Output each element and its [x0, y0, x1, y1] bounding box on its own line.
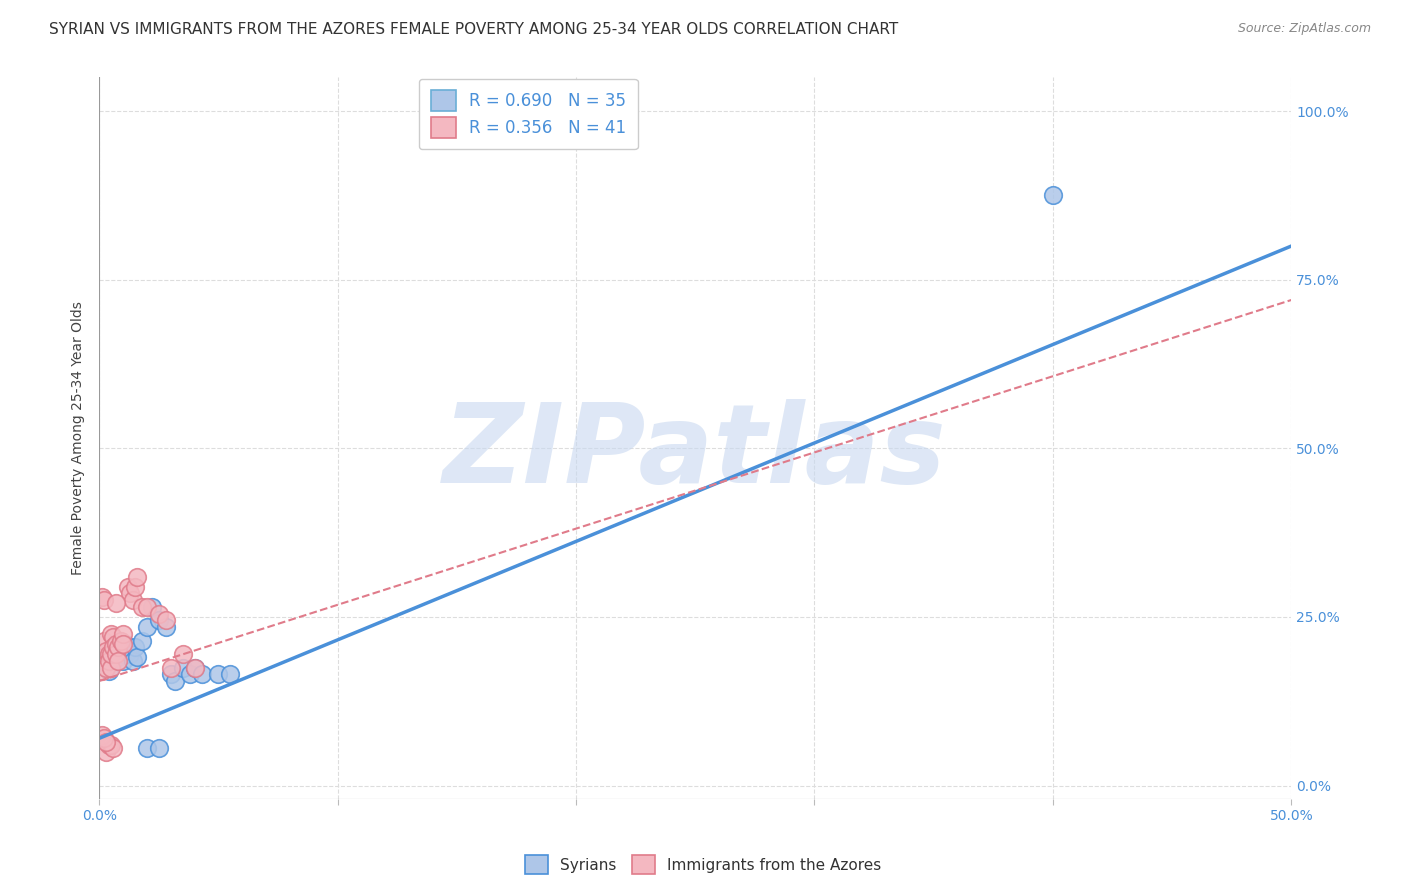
Point: [107, 654, 129, 668]
Point: [219, 667, 242, 681]
Point: [97, 654, 120, 668]
Y-axis label: Female Poverty Among 25-34 Year Olds: Female Poverty Among 25-34 Year Olds: [72, 301, 86, 575]
Point: [121, 593, 143, 607]
Point: [104, 637, 127, 651]
Point: [159, 667, 181, 681]
Point: [165, 673, 187, 688]
Point: [96, 660, 118, 674]
Point: [1042, 188, 1064, 202]
Point: [104, 597, 127, 611]
Point: [117, 580, 139, 594]
Legend: R = 0.690   N = 35, R = 0.356   N = 41: R = 0.690 N = 35, R = 0.356 N = 41: [419, 78, 638, 149]
Point: [135, 741, 157, 756]
Point: [97, 647, 120, 661]
Point: [93, 633, 115, 648]
Point: [103, 647, 125, 661]
Point: [100, 643, 122, 657]
Point: [117, 643, 139, 657]
Point: [97, 664, 120, 678]
Point: [155, 613, 177, 627]
Point: [104, 650, 127, 665]
Point: [172, 660, 194, 674]
Point: [107, 650, 129, 665]
Point: [135, 620, 157, 634]
Point: [90, 590, 112, 604]
Point: [100, 627, 122, 641]
Point: [183, 660, 205, 674]
Point: [183, 660, 205, 674]
Point: [135, 599, 157, 614]
Point: [107, 640, 129, 655]
Point: [100, 738, 122, 752]
Point: [159, 660, 181, 674]
Point: [104, 647, 127, 661]
Point: [114, 637, 136, 651]
Point: [127, 569, 149, 583]
Point: [96, 660, 118, 674]
Point: [148, 741, 170, 756]
Point: [93, 731, 115, 746]
Point: [155, 620, 177, 634]
Point: [111, 627, 134, 641]
Point: [90, 664, 112, 678]
Point: [111, 654, 134, 668]
Point: [97, 738, 120, 752]
Point: [93, 593, 115, 607]
Point: [141, 599, 163, 614]
Point: [104, 643, 127, 657]
Point: [111, 640, 134, 655]
Legend: Syrians, Immigrants from the Azores: Syrians, Immigrants from the Azores: [519, 849, 887, 880]
Point: [127, 650, 149, 665]
Point: [148, 607, 170, 621]
Point: [120, 647, 142, 661]
Point: [120, 586, 142, 600]
Point: [103, 640, 125, 655]
Point: [100, 660, 122, 674]
Point: [93, 654, 115, 668]
Text: SYRIAN VS IMMIGRANTS FROM THE AZORES FEMALE POVERTY AMONG 25-34 YEAR OLDS CORREL: SYRIAN VS IMMIGRANTS FROM THE AZORES FEM…: [49, 22, 898, 37]
Point: [103, 630, 125, 644]
Text: Source: ZipAtlas.com: Source: ZipAtlas.com: [1237, 22, 1371, 36]
Point: [124, 640, 146, 655]
Point: [110, 647, 132, 661]
Point: [110, 633, 132, 648]
Point: [179, 667, 201, 681]
Point: [96, 643, 118, 657]
Point: [100, 647, 122, 661]
Point: [207, 667, 229, 681]
Point: [190, 667, 212, 681]
Point: [131, 633, 153, 648]
Point: [90, 728, 112, 742]
Point: [131, 599, 153, 614]
Point: [124, 580, 146, 594]
Point: [107, 640, 129, 655]
Point: [93, 647, 115, 661]
Point: [111, 637, 134, 651]
Point: [121, 654, 143, 668]
Point: [172, 647, 194, 661]
Text: ZIPatlas: ZIPatlas: [443, 400, 948, 506]
Point: [103, 741, 125, 756]
Point: [148, 613, 170, 627]
Point: [96, 735, 118, 749]
Point: [96, 745, 118, 759]
Point: [103, 654, 125, 668]
